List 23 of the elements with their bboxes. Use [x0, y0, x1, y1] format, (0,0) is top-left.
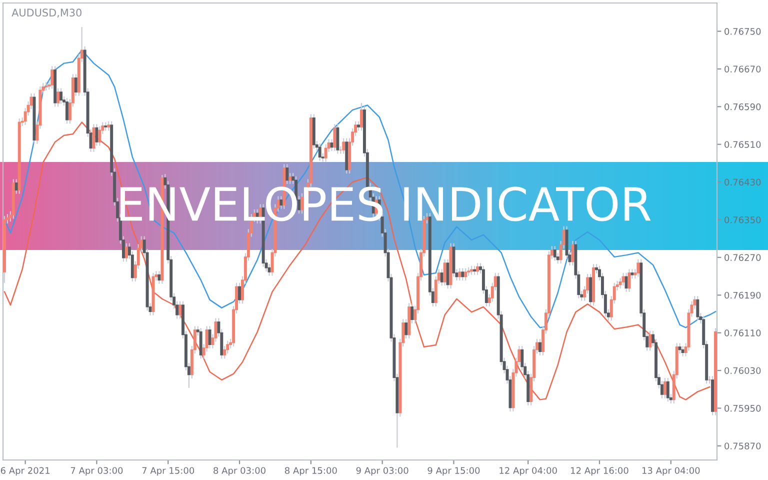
x-tick-label: 9 Apr 03:00 — [356, 467, 408, 476]
y-tick-label: 0.75950 — [724, 404, 761, 412]
y-tick-label: 0.76030 — [724, 367, 761, 374]
y-tick-label: 0.76190 — [724, 292, 761, 299]
x-tick-label: 12 Apr 16:00 — [571, 467, 628, 476]
x-tick-label: 7 Apr 03:00 — [70, 467, 123, 476]
x-tick-label: 8 Apr 03:00 — [214, 467, 266, 476]
y-tick-label: 0.76510 — [724, 141, 761, 148]
y-tick-label: 0.76270 — [724, 254, 761, 261]
x-tick-label: 12 Apr 04:00 — [500, 467, 557, 476]
y-tick-label: 0.75870 — [724, 442, 761, 450]
y-tick-label: 0.76750 — [724, 28, 761, 35]
x-tick-label: 8 Apr 15:00 — [284, 467, 337, 476]
y-tick-label: 0.76110 — [724, 330, 761, 336]
y-tick-label: 0.76590 — [724, 103, 761, 110]
y-tick-label: 0.76430 — [724, 178, 761, 186]
x-tick-label: 6 Apr 2021 — [0, 467, 50, 476]
y-tick-label: 0.76670 — [724, 66, 761, 73]
x-tick-label: 7 Apr 15:00 — [142, 467, 194, 476]
x-tick-label: 9 Apr 15:00 — [428, 467, 480, 476]
chart-subtitle: AUDUSD,M30 — [12, 8, 82, 18]
y-tick-label: 0.76350 — [724, 216, 761, 224]
x-tick-label: 13 Apr 04:00 — [642, 467, 700, 476]
